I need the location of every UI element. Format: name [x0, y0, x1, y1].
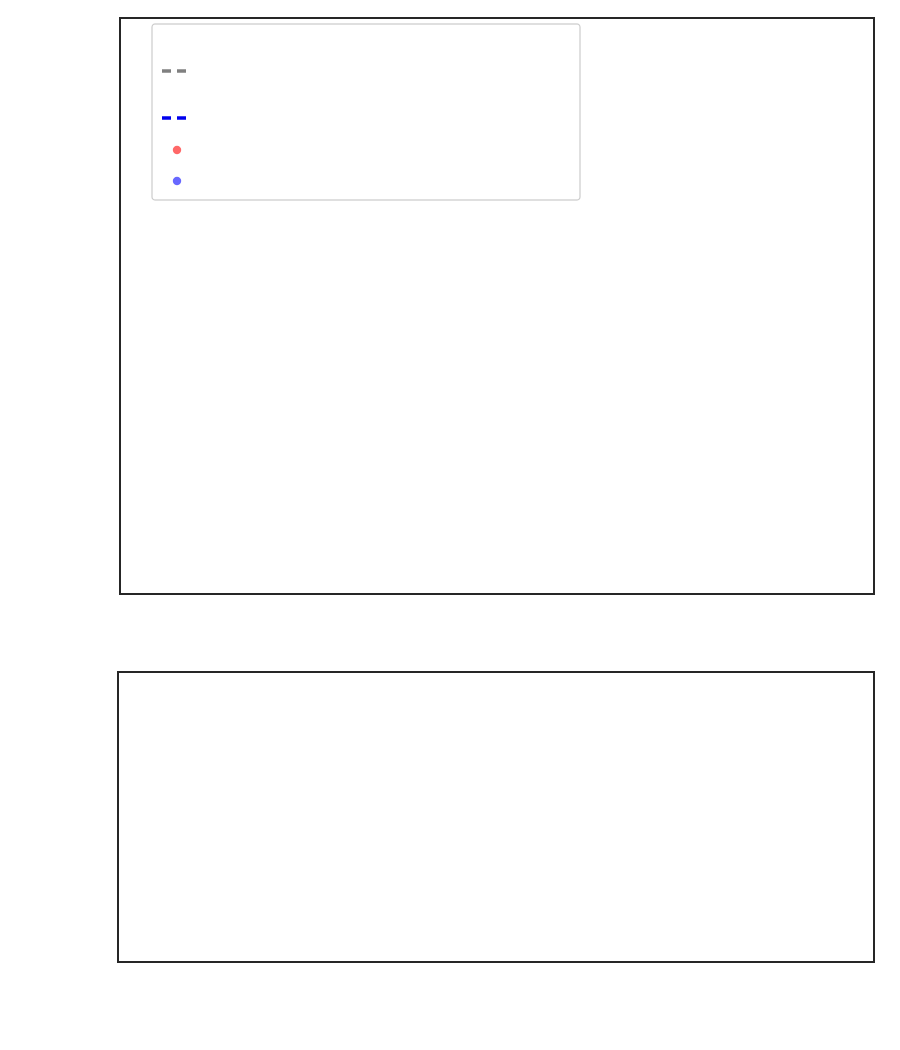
legend-swatch-dot-red: [172, 145, 182, 155]
legend-item-corrected: [172, 176, 182, 186]
top-panel-frame: [119, 17, 875, 595]
top-panel-legend: [151, 23, 581, 201]
bottom-panel-frame: [117, 671, 875, 963]
bottom-panel: [117, 671, 875, 963]
legend-item-raw: [172, 145, 182, 155]
legend-swatch-dot-blue: [172, 176, 182, 186]
top-panel: [119, 17, 875, 595]
legend-box: [151, 23, 581, 201]
bottom-panel-background: [118, 672, 874, 962]
